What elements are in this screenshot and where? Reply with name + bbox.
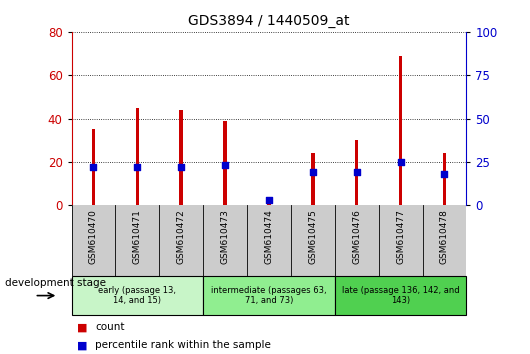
Point (352, 170, 361, 175)
Text: ■: ■ (77, 322, 87, 332)
Point (264, 197, 273, 203)
Bar (355, 140, 358, 205)
Text: GSM610478: GSM610478 (440, 209, 449, 264)
Bar (92, 130, 95, 205)
Text: GSM610474: GSM610474 (264, 209, 273, 264)
Bar (399, 56, 402, 205)
Point (221, 162, 229, 168)
Text: GSM610476: GSM610476 (352, 209, 361, 264)
Text: intermediate (passages 63,
71, and 73): intermediate (passages 63, 71, and 73) (211, 286, 327, 305)
FancyBboxPatch shape (203, 276, 335, 315)
Text: GSM610472: GSM610472 (176, 209, 186, 264)
Point (177, 164, 186, 170)
Text: GSM610473: GSM610473 (220, 209, 229, 264)
Bar (443, 153, 446, 205)
Bar (180, 110, 183, 205)
Text: percentile rank within the sample: percentile rank within the sample (95, 340, 271, 350)
Title: GDS3894 / 1440509_at: GDS3894 / 1440509_at (188, 14, 350, 28)
Bar (267, 201, 271, 205)
Bar (136, 108, 139, 205)
Point (308, 170, 317, 175)
Text: ■: ■ (77, 340, 87, 350)
Point (133, 164, 142, 170)
Point (396, 159, 405, 165)
Text: count: count (95, 322, 125, 332)
Point (440, 171, 449, 177)
Text: GSM610475: GSM610475 (308, 209, 317, 264)
Text: late (passage 136, 142, and
143): late (passage 136, 142, and 143) (342, 286, 460, 305)
Text: GSM610470: GSM610470 (89, 209, 98, 264)
Text: early (passage 13,
14, and 15): early (passage 13, 14, and 15) (99, 286, 176, 305)
Text: GSM610471: GSM610471 (133, 209, 142, 264)
Text: GSM610477: GSM610477 (396, 209, 405, 264)
Text: development stage: development stage (5, 278, 107, 288)
FancyBboxPatch shape (335, 276, 466, 315)
Bar (223, 121, 227, 205)
Point (89, 164, 98, 170)
Bar (311, 153, 315, 205)
FancyBboxPatch shape (72, 276, 203, 315)
